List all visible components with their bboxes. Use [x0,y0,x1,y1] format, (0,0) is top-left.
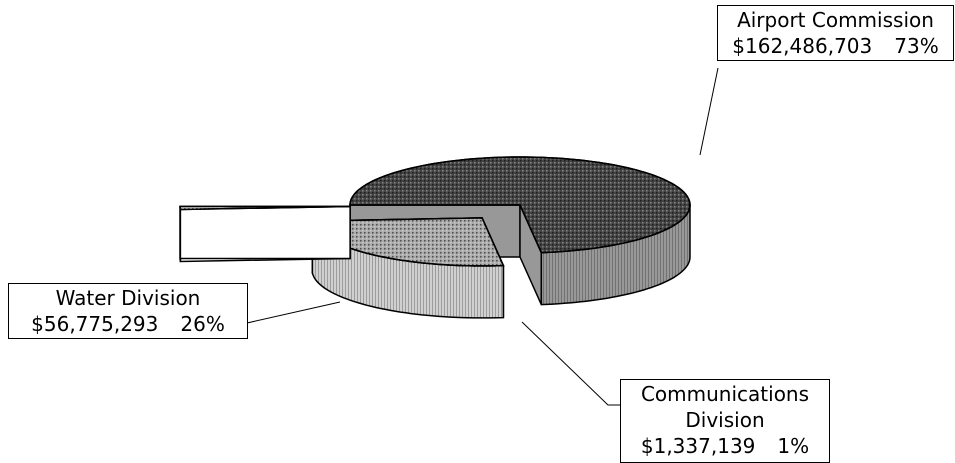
slice-top-texture [349,156,691,254]
slice-wall [179,205,351,260]
percent: 1% [777,434,810,458]
slice-top-texture [179,205,351,211]
label-values: $1,337,139 1% [625,433,825,459]
label-name: Communications Division [640,382,810,432]
label-values: $162,486,703 73% [722,33,949,59]
pie [179,156,691,319]
label-values: $56,775,293 26% [13,311,243,337]
percent: 26% [180,312,225,336]
amount: $162,486,703 [732,34,873,58]
amount: $56,775,293 [31,312,159,336]
slice-side-texture [541,205,690,305]
slice-side-texture [312,221,504,318]
data-label: Airport Commission $162,486,703 73% [717,5,954,61]
data-label: Communications Division $1,337,139 1% [620,379,830,463]
percent: 73% [894,34,939,58]
leader-line [246,301,341,324]
leader-line [521,321,620,406]
data-label: Water Division $56,775,293 26% [8,283,248,339]
leader-line [699,67,719,156]
amount: $1,337,139 [640,434,756,458]
label-name: Airport Commission [737,8,934,32]
label-name: Water Division [55,286,201,310]
